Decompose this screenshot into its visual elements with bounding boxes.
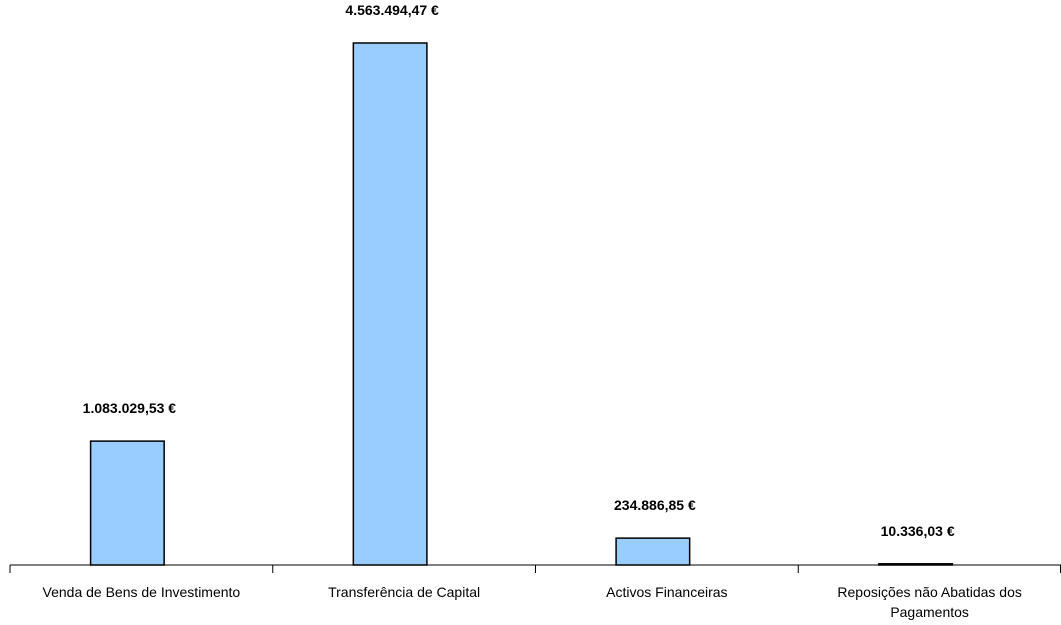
x-tick-label: Reposições não Abatidas dos Pagamentos	[837, 584, 1022, 620]
data-label: 4.563.494,47 €	[345, 2, 439, 18]
data-label: 1.083.029,53 €	[83, 400, 177, 416]
x-tick-label: Activos Financeiras	[606, 584, 728, 600]
bar	[89, 440, 165, 566]
bar	[878, 563, 954, 566]
x-tick-label: Venda de Bens de Investimento	[42, 584, 241, 600]
data-label: 10.336,03 €	[881, 523, 955, 539]
x-tick-label: Transferência de Capital	[328, 584, 481, 600]
bar	[352, 42, 428, 566]
data-label: 234.886,85 €	[614, 497, 696, 513]
bar	[615, 537, 691, 566]
